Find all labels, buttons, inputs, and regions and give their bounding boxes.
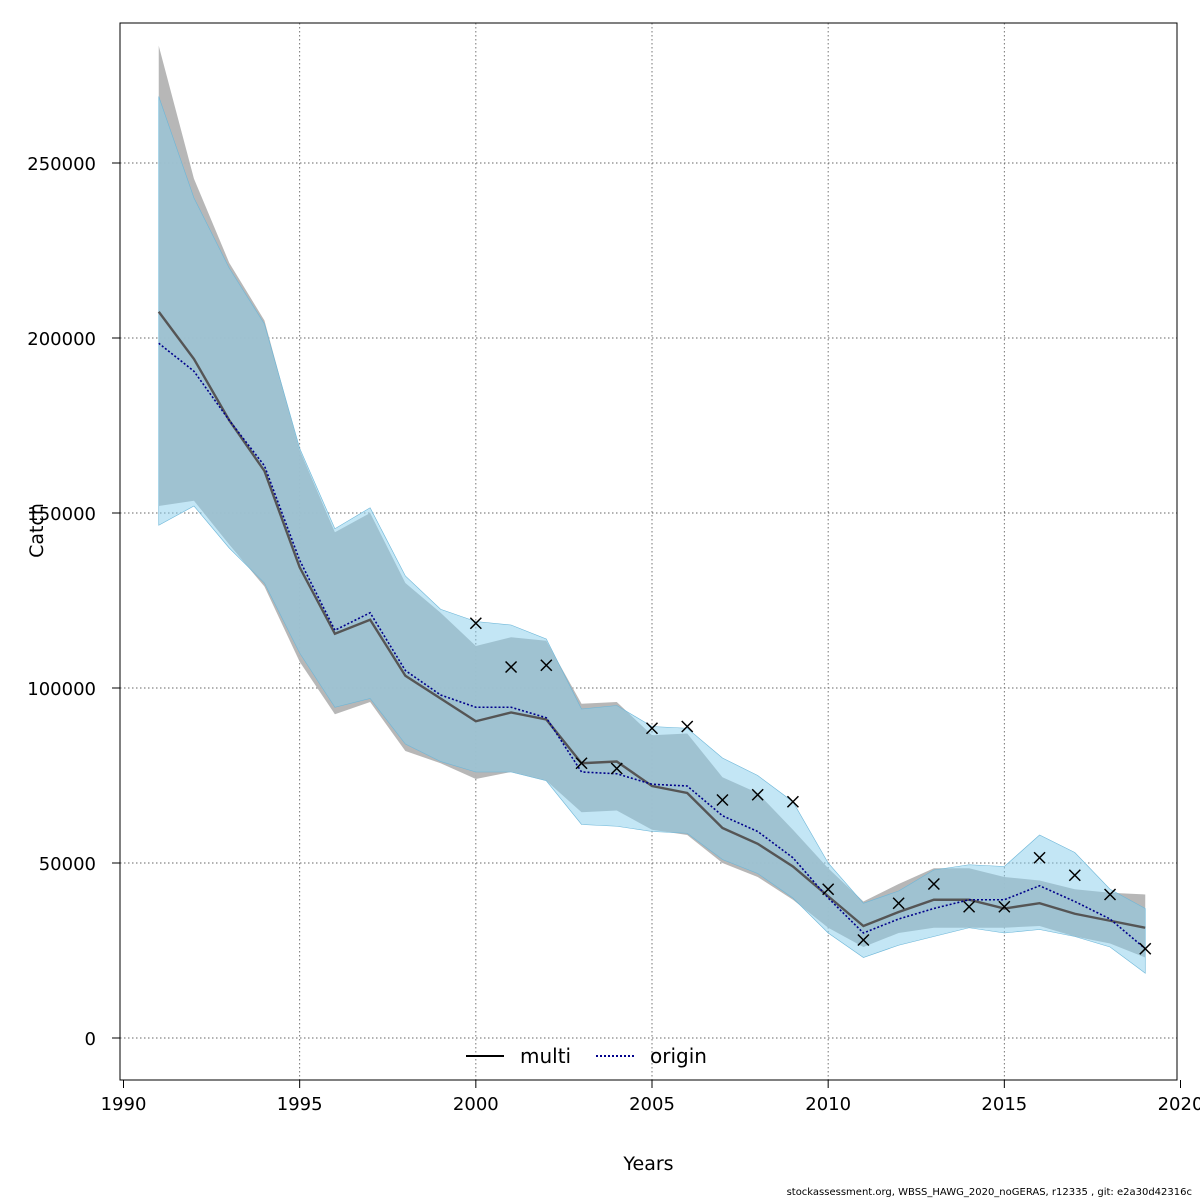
axes: 1990 1995 2000 2005 2010 2015 2020 0 50000 100000… <box>27 154 1200 1115</box>
x-tick-label-2020: 2020 <box>1158 1094 1200 1115</box>
x-tick-label-2010: 2010 <box>805 1094 851 1115</box>
observation-point-2012 <box>892 897 905 910</box>
observation-point-2009 <box>786 795 799 808</box>
x-tick-label-2005: 2005 <box>629 1094 675 1115</box>
y-tick-label-100000: 100000 <box>27 679 96 700</box>
y-axis-title: Catch <box>26 503 48 558</box>
series-line-multi <box>157 311 1146 929</box>
y-tick-label-250000: 250000 <box>27 154 96 175</box>
confidence-bands <box>158 45 1146 974</box>
series-line-origin <box>158 342 1146 950</box>
observation-point-2006 <box>681 720 694 733</box>
series-lines <box>157 311 1146 950</box>
observation-point-2002 <box>540 659 553 672</box>
observation-point-2008 <box>751 788 764 801</box>
observation-point-2019 <box>1139 942 1152 955</box>
legend-label-multi: multi <box>520 1044 571 1068</box>
confidence-band-origin <box>158 96 1146 974</box>
plot-frame <box>119 22 1178 1081</box>
footer-credit: stockassessment.org, WBSS_HAWG_2020_noGE… <box>786 1187 1192 1198</box>
x-tick-label-2000: 2000 <box>453 1094 499 1115</box>
observation-point-2007 <box>716 793 729 807</box>
y-tick-label-50000: 50000 <box>39 854 96 875</box>
observation-point-2010 <box>822 883 835 896</box>
observation-point-2015 <box>998 900 1011 913</box>
observation-point-2011 <box>857 933 870 947</box>
grid-lines <box>120 23 1177 1080</box>
observation-point-2003 <box>575 757 588 770</box>
legend: multi origin <box>466 1044 707 1068</box>
observation-point-2014 <box>963 900 976 913</box>
x-axis-title: Years <box>622 1153 673 1175</box>
x-tick-label-1995: 1995 <box>277 1094 323 1115</box>
observation-point-2004 <box>610 762 623 775</box>
observation-point-2016 <box>1033 851 1046 864</box>
observation-point-2001 <box>505 660 518 674</box>
observation-point-2018 <box>1103 888 1117 901</box>
y-tick-label-0: 0 <box>85 1029 96 1050</box>
observation-point-2005 <box>645 722 659 735</box>
observation-point-2013 <box>927 877 940 891</box>
y-tick-label-200000: 200000 <box>27 329 96 350</box>
observation-point-2000 <box>469 617 482 630</box>
legend-label-origin: origin <box>650 1044 707 1068</box>
x-tick-label-2015: 2015 <box>981 1094 1027 1115</box>
observation-point-2017 <box>1068 869 1081 882</box>
observation-markers <box>469 617 1152 955</box>
x-tick-label-1990: 1990 <box>101 1094 147 1115</box>
y-tick-label-150000: 150000 <box>27 504 96 525</box>
